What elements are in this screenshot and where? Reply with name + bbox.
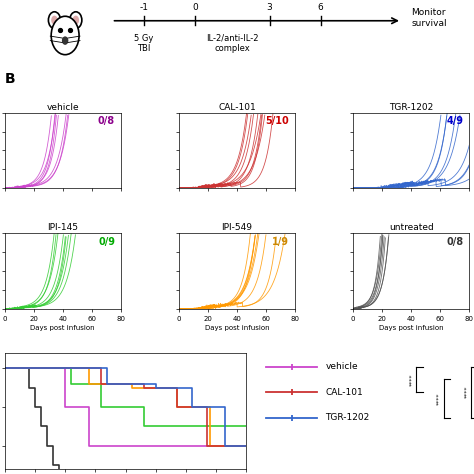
X-axis label: Days post infusion: Days post infusion — [30, 325, 95, 331]
Text: 5/10: 5/10 — [265, 117, 289, 127]
Text: B: B — [5, 72, 15, 86]
Text: CAL-101: CAL-101 — [326, 388, 363, 397]
Title: TGR-1202: TGR-1202 — [389, 103, 433, 112]
Text: ****: **** — [464, 386, 469, 399]
Circle shape — [70, 12, 82, 28]
Circle shape — [73, 16, 79, 25]
Circle shape — [51, 16, 58, 25]
Text: IL-2/anti-IL-2
complex: IL-2/anti-IL-2 complex — [206, 34, 259, 53]
Text: -1: -1 — [140, 3, 148, 12]
Circle shape — [48, 12, 61, 28]
Text: ****: **** — [437, 392, 442, 405]
Text: 0: 0 — [192, 3, 198, 12]
Text: 0/9: 0/9 — [98, 237, 115, 247]
Text: 5 Gy
TBI: 5 Gy TBI — [135, 34, 154, 53]
Text: 0/8: 0/8 — [98, 117, 115, 127]
Text: TGR-1202: TGR-1202 — [326, 413, 370, 422]
Title: IPI-549: IPI-549 — [221, 223, 253, 232]
Circle shape — [63, 37, 68, 44]
Circle shape — [51, 16, 79, 55]
Text: ****: **** — [409, 373, 414, 386]
Text: 3: 3 — [267, 3, 273, 12]
Text: 4/9: 4/9 — [447, 117, 464, 127]
Text: 1/9: 1/9 — [272, 237, 289, 247]
Text: Monitor
survival: Monitor survival — [411, 9, 447, 28]
Title: vehicle: vehicle — [46, 103, 79, 112]
Text: 0/8: 0/8 — [447, 237, 464, 247]
X-axis label: Days post infusion: Days post infusion — [205, 325, 269, 331]
Title: CAL-101: CAL-101 — [218, 103, 256, 112]
Text: vehicle: vehicle — [326, 362, 358, 371]
Title: IPI-145: IPI-145 — [47, 223, 78, 232]
Title: untreated: untreated — [389, 223, 434, 232]
X-axis label: Days post infusion: Days post infusion — [379, 325, 444, 331]
Text: 6: 6 — [318, 3, 323, 12]
